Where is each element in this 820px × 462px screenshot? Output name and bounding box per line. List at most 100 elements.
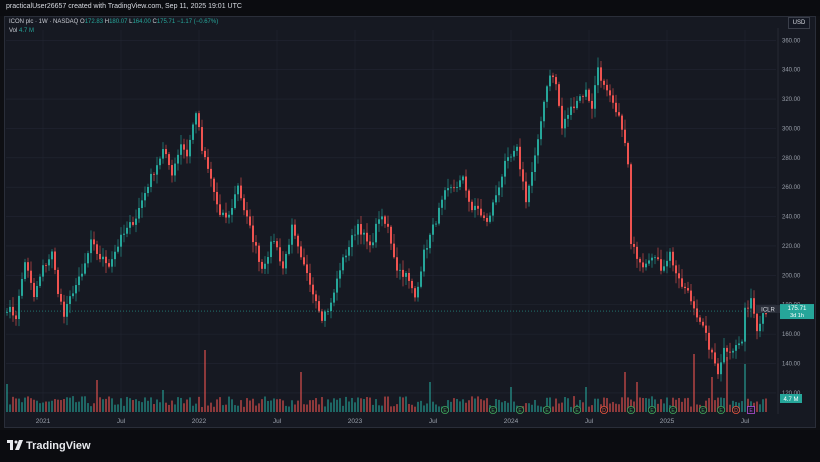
event-marker-letter: E [650, 408, 654, 414]
candle-body [573, 106, 575, 109]
volume-bar [654, 399, 656, 412]
volume-bar [561, 402, 563, 412]
candle-body [720, 362, 722, 375]
candle-body [405, 272, 407, 277]
candle-body [303, 257, 305, 265]
volume-bar [177, 397, 179, 412]
candle-body [501, 176, 503, 188]
candle-body [453, 187, 455, 189]
candle-body [255, 242, 257, 246]
legend-open-label: O [80, 19, 85, 25]
candle-body [276, 241, 278, 248]
candle-body [756, 313, 758, 332]
volume-bar [582, 402, 584, 412]
candle-body [183, 144, 185, 150]
candle-body [702, 321, 704, 326]
event-marker [516, 405, 525, 414]
candle-body [402, 269, 404, 277]
volume-bar [525, 403, 527, 412]
candle-body [360, 224, 362, 235]
candle-body [204, 150, 206, 158]
volume-bar [594, 398, 596, 412]
candle-body [657, 257, 659, 260]
candle-body [636, 246, 638, 259]
volume-bar [339, 398, 341, 412]
candle-body [60, 293, 62, 302]
volume-bar [183, 403, 185, 412]
candle-body [408, 272, 410, 281]
volume-bar [222, 405, 224, 412]
price-chart[interactable]: 120.00140.00160.00180.00200.00220.00240.… [4, 16, 816, 428]
y-tick-label: 120.00 [782, 391, 801, 397]
candle-body [609, 90, 611, 96]
candle-body [522, 169, 524, 182]
volume-bar [15, 398, 17, 412]
currency-button[interactable]: USD [788, 17, 810, 29]
candle-body [351, 235, 353, 248]
volume-bar [387, 396, 389, 412]
volume-bar [84, 396, 86, 412]
candle-body [144, 193, 146, 201]
volume-bar [87, 403, 89, 412]
volume-badge-bg [780, 394, 802, 403]
candle-body [174, 163, 176, 176]
candle-body [261, 261, 263, 269]
volume-bar [456, 398, 458, 412]
volume-bar [417, 401, 419, 412]
candle-body [273, 241, 275, 242]
candle-body [696, 308, 698, 318]
volume-bar [294, 404, 296, 412]
volume-bar [633, 401, 635, 412]
volume-bar [63, 398, 65, 412]
candle-body [297, 235, 299, 247]
volume-bar [12, 396, 14, 412]
candle-body [117, 246, 119, 252]
event-marker [669, 405, 678, 414]
candle-body [75, 285, 77, 294]
volume-bar [324, 406, 326, 412]
volume-bar [219, 397, 221, 412]
candle-body [384, 216, 386, 224]
volume-bar [534, 399, 536, 412]
volume-bar [48, 401, 50, 412]
candle-body [603, 80, 605, 85]
candle-body [456, 186, 458, 188]
candle-body [309, 273, 311, 285]
volume-bar [591, 405, 593, 412]
candle-body [525, 181, 527, 203]
volume-bar [51, 400, 53, 412]
volume-bar [288, 406, 290, 412]
volume-bar [732, 400, 734, 412]
candle-body [336, 278, 338, 293]
candle-body [567, 114, 569, 119]
candle-body [120, 234, 122, 247]
volume-bar [678, 398, 680, 412]
volume-bar [309, 400, 311, 412]
candle-body [465, 176, 467, 191]
volume-bar [462, 399, 464, 412]
candle-body [495, 195, 497, 203]
volume-bar [369, 397, 371, 412]
candle-body [126, 227, 128, 234]
volume-bar [729, 404, 731, 412]
candle-body [135, 218, 137, 225]
candle-body [129, 222, 131, 228]
y-tick-label: 320.00 [782, 97, 801, 103]
volume-bar [243, 406, 245, 412]
event-marker-letter: D [602, 408, 606, 414]
tradingview-logo[interactable]: TradingView [7, 440, 91, 452]
volume-bar [180, 397, 182, 412]
candle-body [738, 343, 740, 346]
volume-bar [102, 399, 104, 412]
chart-panel[interactable] [4, 16, 816, 428]
candle-body [348, 247, 350, 256]
candle-body [633, 244, 635, 247]
event-marker-letter: E [545, 408, 549, 414]
candle-body [429, 234, 431, 249]
volume-bar [42, 402, 44, 412]
candle-body [435, 223, 437, 225]
x-tick-label: 2022 [192, 418, 207, 425]
volume-bar [708, 398, 710, 412]
volume-bar [666, 397, 668, 412]
